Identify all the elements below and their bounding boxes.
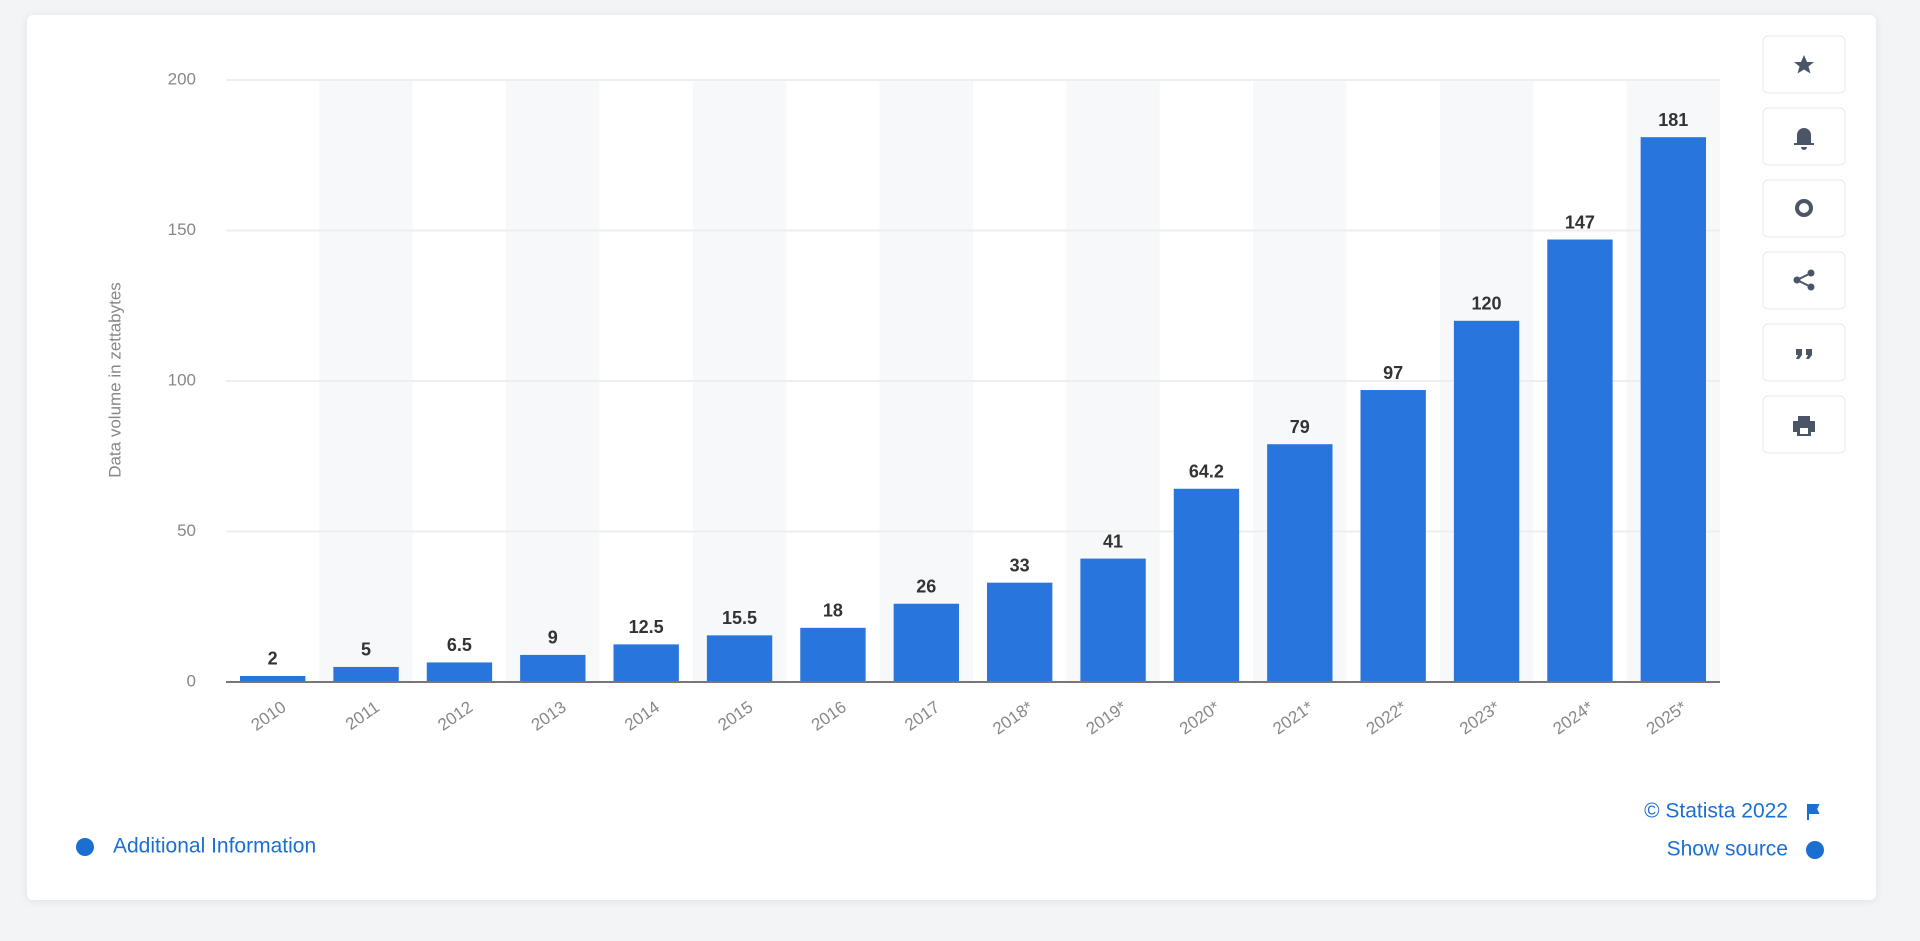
value-label: 33 xyxy=(1010,555,1030,575)
copyright[interactable]: © Statista 2022 xyxy=(1644,800,1788,823)
bar xyxy=(893,603,959,682)
favorite-button[interactable] xyxy=(1762,35,1846,94)
bar xyxy=(333,666,399,682)
bar xyxy=(987,582,1053,682)
y-axis-label: Data volume in zettabytes xyxy=(105,282,124,478)
notification-button[interactable] xyxy=(1762,107,1846,166)
value-label: 64.2 xyxy=(1189,462,1224,482)
bar xyxy=(613,644,679,682)
bar xyxy=(520,654,586,682)
y-tick-label: 50 xyxy=(177,521,196,540)
y-tick-label: 150 xyxy=(168,220,196,239)
bar xyxy=(1547,239,1613,682)
value-label: 26 xyxy=(916,576,936,596)
bar xyxy=(426,662,493,682)
bar xyxy=(1360,390,1426,682)
bar xyxy=(1267,444,1333,682)
bar xyxy=(1453,320,1520,682)
info-icon[interactable] xyxy=(1806,841,1824,859)
bar xyxy=(1173,488,1240,682)
bar xyxy=(800,627,866,682)
share-button[interactable] xyxy=(1762,251,1846,310)
y-tick-label: 200 xyxy=(168,69,196,88)
bar xyxy=(240,675,306,682)
settings-button[interactable] xyxy=(1762,179,1846,238)
value-label: 9 xyxy=(548,628,558,648)
value-label: 97 xyxy=(1383,363,1403,383)
value-label: 41 xyxy=(1103,531,1123,551)
value-label: 12.5 xyxy=(629,617,664,637)
value-label: 18 xyxy=(823,601,843,621)
value-label: 79 xyxy=(1290,417,1310,437)
y-tick-label: 0 xyxy=(187,671,196,690)
show-source-link[interactable]: Show source xyxy=(1667,838,1788,861)
additional-information-link[interactable]: Additional Information xyxy=(113,835,316,858)
value-label: 6.5 xyxy=(447,635,472,655)
value-label: 5 xyxy=(361,640,371,660)
print-button[interactable] xyxy=(1762,395,1846,454)
bar xyxy=(1080,558,1146,682)
info-icon xyxy=(76,838,94,856)
bar xyxy=(1640,137,1706,682)
value-label: 147 xyxy=(1565,212,1595,232)
y-tick-label: 100 xyxy=(168,370,196,389)
value-label: 181 xyxy=(1658,110,1688,130)
value-label: 15.5 xyxy=(722,608,757,628)
cite-button[interactable] xyxy=(1762,323,1846,382)
value-label: 2 xyxy=(268,649,278,669)
flag-icon[interactable] xyxy=(1807,804,1820,820)
value-label: 120 xyxy=(1472,294,1502,314)
bar xyxy=(706,635,773,682)
